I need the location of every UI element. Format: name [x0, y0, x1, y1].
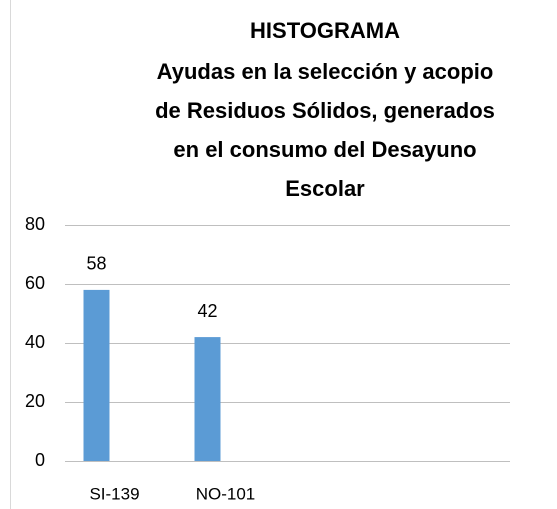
- value-label: 58: [86, 254, 106, 274]
- bar: [83, 289, 110, 461]
- y-tick-label: 80: [25, 214, 45, 234]
- chart-subtitle: Escolar: [285, 176, 365, 201]
- y-tick-label: 40: [25, 332, 45, 352]
- chart-subtitle: en el consumo del Desayuno: [173, 137, 476, 162]
- x-tick-label: NO-101: [196, 484, 256, 503]
- chart-frame: [10, 0, 11, 509]
- bar: [194, 337, 221, 461]
- y-tick-label: 60: [25, 273, 45, 293]
- x-tick-label: SI-139: [89, 484, 139, 503]
- chart-title: HISTOGRAMA: [250, 18, 400, 43]
- chart-subtitle: Ayudas en la selección y acopio: [157, 59, 494, 84]
- value-label: 42: [197, 301, 217, 321]
- y-tick-label: 0: [35, 450, 45, 470]
- chart-subtitle: de Residuos Sólidos, generados: [155, 98, 495, 123]
- y-tick-label: 20: [25, 391, 45, 411]
